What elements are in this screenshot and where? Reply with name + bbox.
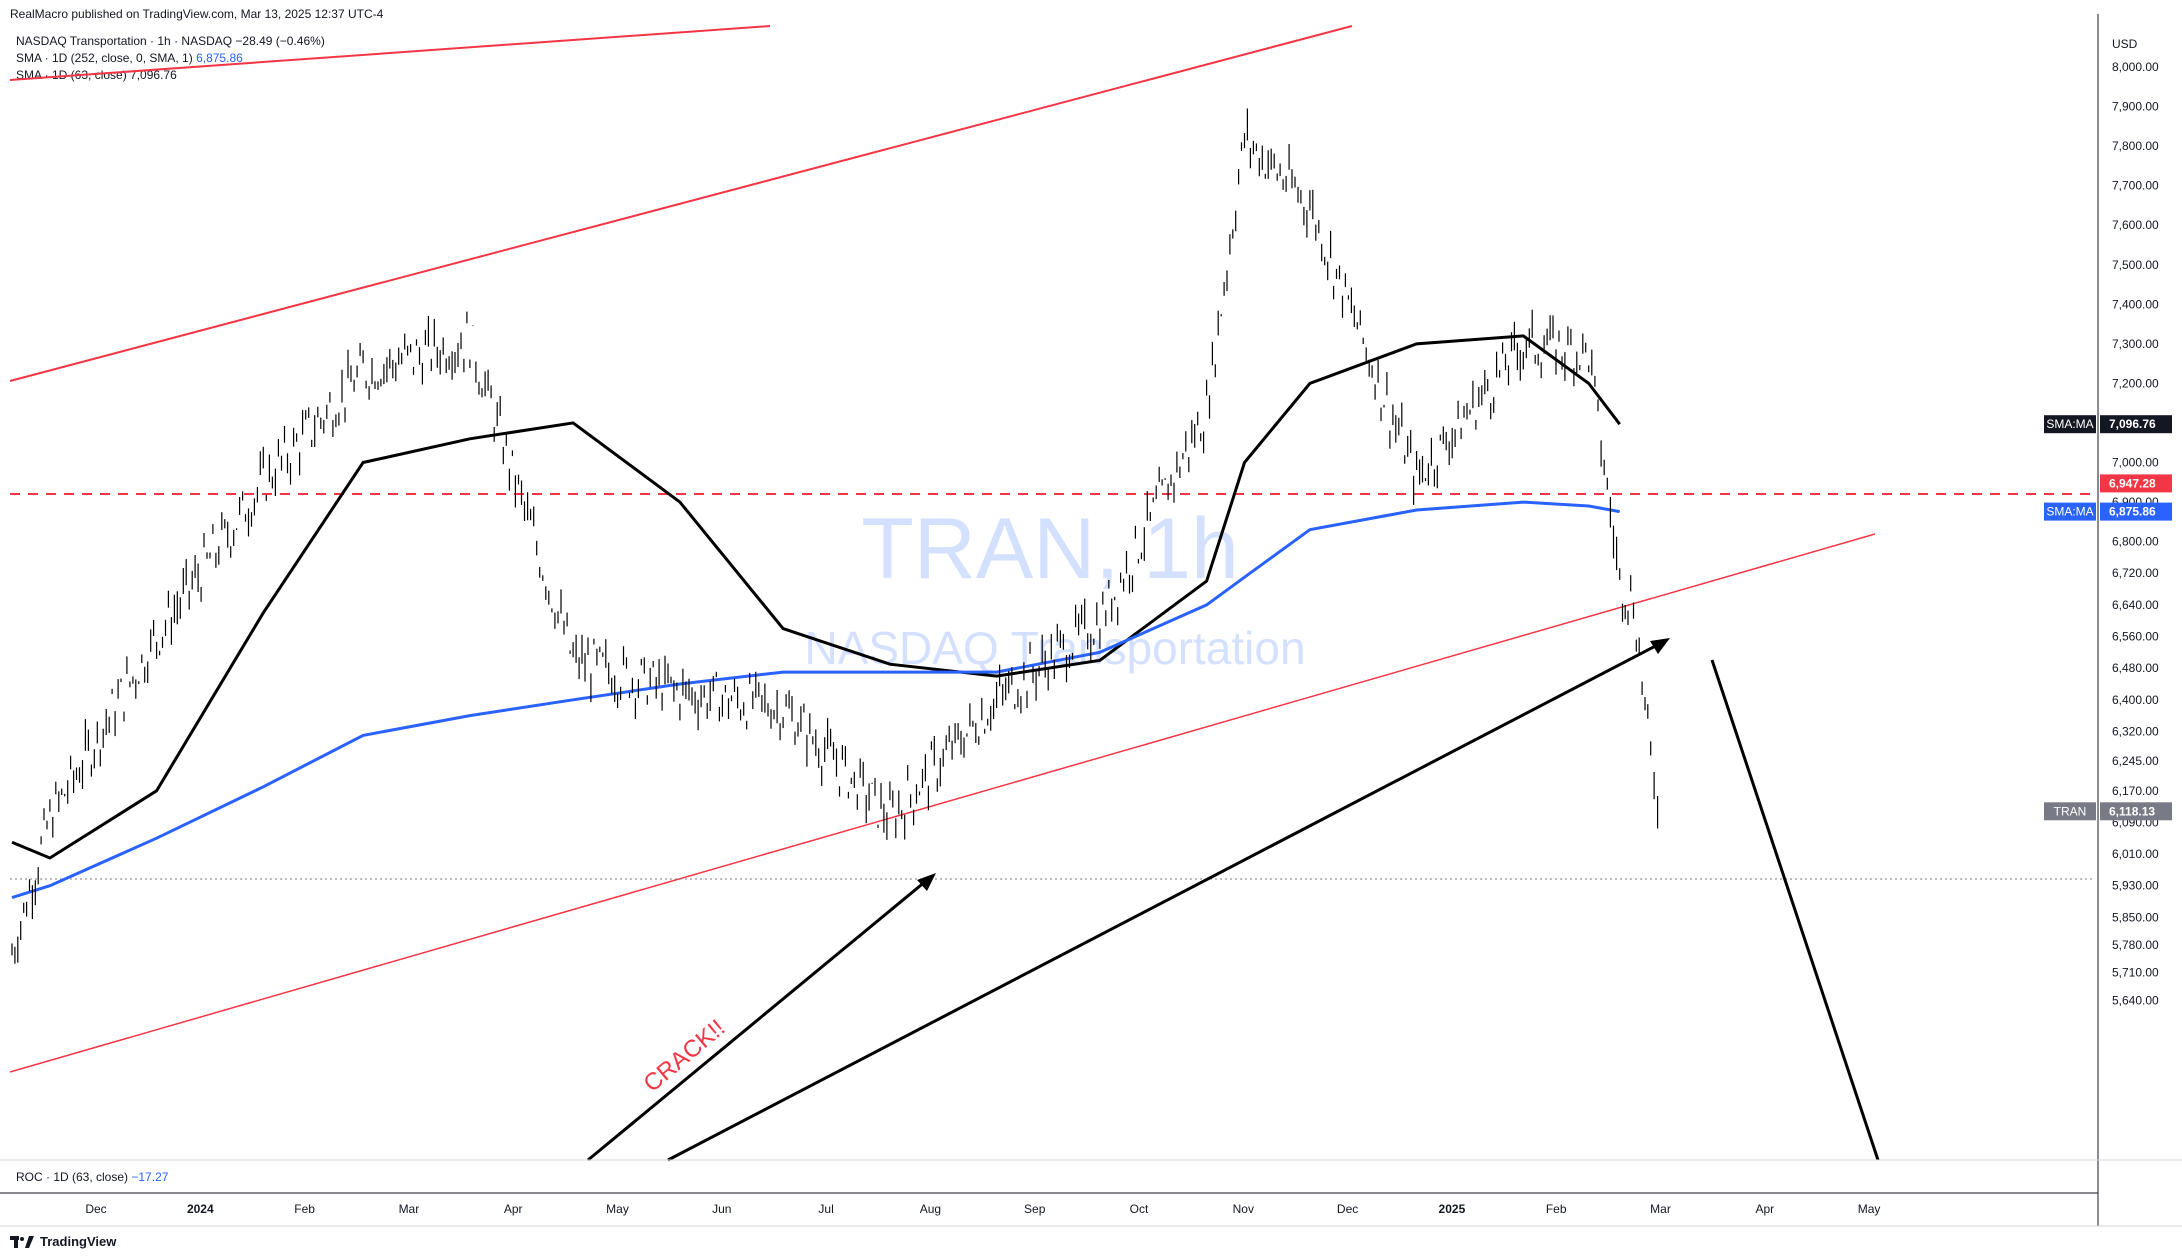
price-label-value-box <box>2100 502 2172 521</box>
price-tick-label: 8,000.00 <box>2112 60 2159 74</box>
time-tick-label: Sep <box>1024 1202 1046 1216</box>
price-tick-label: 5,930.00 <box>2112 879 2159 893</box>
time-tick-label: Aug <box>920 1202 941 1216</box>
price-label-value-box <box>2100 802 2172 821</box>
price-label-value-box <box>2100 474 2172 493</box>
arrow-crack[interactable] <box>587 874 933 1162</box>
price-tick-label: 7,000.00 <box>2112 456 2159 470</box>
time-tick-label: May <box>1858 1202 1881 1216</box>
price-tick-label: 6,320.00 <box>2112 724 2159 738</box>
price-series[interactable] <box>11 108 1659 964</box>
published-by: RealMacro published on TradingView.com, … <box>10 7 384 21</box>
arrow-support-head <box>1650 638 1670 654</box>
arrow-support[interactable] <box>667 639 1666 1162</box>
time-tick-label: Nov <box>1233 1202 1254 1216</box>
time-tick-label: May <box>606 1202 629 1216</box>
price-tick-label: 5,780.00 <box>2112 938 2159 952</box>
upper-channel-line-a[interactable] <box>9 25 771 81</box>
price-tick-label: 7,400.00 <box>2112 297 2159 311</box>
time-tick-label: Jul <box>818 1202 833 1216</box>
price-tick-label: 6,720.00 <box>2112 566 2159 580</box>
legend-symbol-row[interactable]: NASDAQ Transportation · 1h · NASDAQ −28.… <box>16 33 325 50</box>
arrow-crack-head <box>917 873 936 891</box>
tradingview-logo-icon <box>10 1235 34 1248</box>
price-tick-label: 7,500.00 <box>2112 258 2159 272</box>
time-tick-label: Mar <box>399 1202 420 1216</box>
time-tick-label: Oct <box>1130 1202 1149 1216</box>
price-label-name: SMA:MA <box>2046 505 2093 519</box>
price-tick-label: 5,710.00 <box>2112 966 2159 980</box>
price-tick-label: 7,900.00 <box>2112 100 2159 114</box>
price-tick-label: 6,170.00 <box>2112 784 2159 798</box>
legend-sma252-row[interactable]: SMA · 1D (252, close, 0, SMA, 1) 6,875.8… <box>16 50 325 67</box>
sma63-line[interactable] <box>11 334 1621 860</box>
sma252-line[interactable] <box>11 500 1620 900</box>
tradingview-footer: TradingView <box>10 1234 116 1249</box>
roc-value: −17.27 <box>131 1170 169 1184</box>
price-tick-label: 7,700.00 <box>2112 179 2159 193</box>
price-tick-label: 7,200.00 <box>2112 376 2159 390</box>
price-label-name-box <box>2044 802 2096 821</box>
price-tick-label: 7,300.00 <box>2112 337 2159 351</box>
roc-indicator-legend[interactable]: ROC · 1D (63, close) −17.27 <box>16 1170 168 1184</box>
price-label-value: 6,118.13 <box>2109 804 2155 818</box>
price-label-value: 6,875.86 <box>2109 505 2156 519</box>
price-tick-label: 5,640.00 <box>2112 993 2159 1007</box>
price-label-value-box <box>2100 415 2172 434</box>
price-tick-label: 6,640.00 <box>2112 598 2159 612</box>
tradingview-brand: TradingView <box>40 1234 117 1249</box>
time-tick-label: Dec <box>85 1202 106 1216</box>
time-axis[interactable]: Dec 2024 Feb Mar Apr May Jun Jul Aug Sep Oct Nov Dec… <box>85 1202 1880 1216</box>
price-tick-label: 6,245.00 <box>2112 754 2159 768</box>
arrow-projection[interactable] <box>1710 659 1880 1161</box>
price-tick-label: 7,600.00 <box>2112 218 2159 232</box>
lower-channel-line[interactable] <box>9 533 1876 1073</box>
watermark-title: TRAN, 1h <box>861 501 1239 597</box>
legend-symbol: NASDAQ Transportation · 1h · NASDAQ <box>16 34 233 48</box>
price-tick-label: 6,480.00 <box>2112 661 2159 675</box>
roc-label: ROC · 1D (63, close) <box>16 1170 129 1184</box>
price-tick-label: 6,800.00 <box>2112 535 2159 549</box>
price-label-name-box <box>2044 415 2096 434</box>
time-tick-label: 2024 <box>187 1202 214 1216</box>
price-label-value: 7,096.76 <box>2109 417 2156 431</box>
time-tick-label: Dec <box>1337 1202 1358 1216</box>
time-tick-label: Apr <box>1755 1202 1774 1216</box>
upper-channel-line-b[interactable] <box>9 25 1353 382</box>
price-tick-label: 6,400.00 <box>2112 693 2159 707</box>
legend-sma252-label: SMA · 1D (252, close, 0, SMA, 1) <box>16 51 193 65</box>
time-tick-label: Jun <box>712 1202 731 1216</box>
price-axis[interactable]: 8,000.00 7,900.00 7,800.00 7,700.00 7,600.00… <box>2112 60 2159 1007</box>
price-tick-label: 6,010.00 <box>2112 847 2159 861</box>
watermark-subtitle: NASDAQ Transportation <box>804 622 1305 674</box>
price-tick-label: 6,560.00 <box>2112 630 2159 644</box>
price-label-value: 6,947.28 <box>2109 476 2156 490</box>
time-tick-label: 2025 <box>1439 1202 1466 1216</box>
price-tick-label: 7,800.00 <box>2112 139 2159 153</box>
time-tick-label: Feb <box>1546 1202 1567 1216</box>
price-label-name-box <box>2044 502 2096 521</box>
time-tick-label: Mar <box>1650 1202 1671 1216</box>
currency-label: USD <box>2112 37 2138 51</box>
chart-legend: NASDAQ Transportation · 1h · NASDAQ −28.… <box>16 33 325 84</box>
price-label-name: TRAN <box>2054 804 2087 818</box>
time-tick-label: Feb <box>294 1202 315 1216</box>
legend-change: −28.49 (−0.46%) <box>235 34 325 48</box>
price-label-name: SMA:MA <box>2046 417 2093 431</box>
time-tick-label: Apr <box>504 1202 523 1216</box>
crack-annotation: CRACK!! <box>639 1014 731 1097</box>
price-tick-label: 5,850.00 <box>2112 910 2159 924</box>
legend-sma252-value: 6,875.86 <box>196 51 243 65</box>
price-axis-labels: SMA:MA 7,096.76 6,947.28 SMA:MA 6,875.86 TRAN… <box>2044 415 2172 821</box>
